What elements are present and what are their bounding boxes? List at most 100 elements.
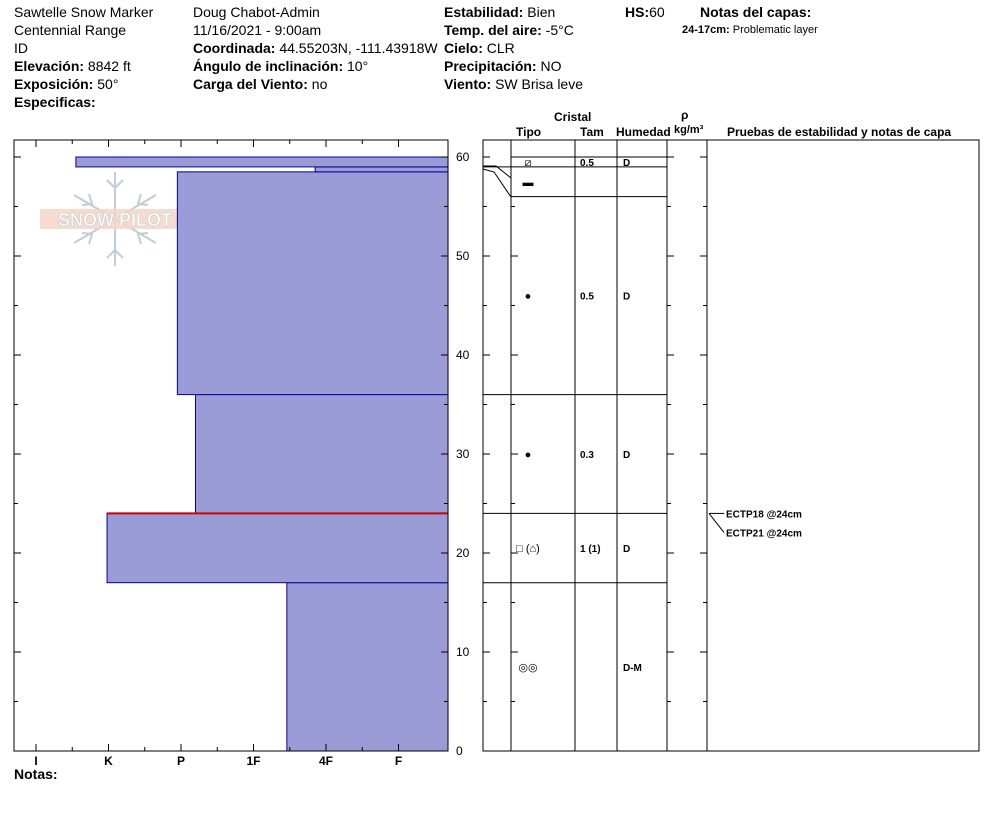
slope-label: Ángulo de inclinación: bbox=[193, 58, 344, 74]
elevation-row: Elevación: 8842 ft bbox=[14, 58, 131, 75]
stability-row: Estabilidad: Bien bbox=[444, 4, 555, 21]
wind-label: Viento: bbox=[444, 76, 492, 92]
layer-table: ⧄ 0.5 D ▬ ● 0.5 D ● 0.3 D □ (⌂) 1 (1) D ◎◎ D-M bbox=[482, 156, 667, 674]
sky-label: Cielo: bbox=[444, 40, 483, 56]
specifics-label: Especificas: bbox=[14, 94, 96, 110]
sky-value: CLR bbox=[486, 40, 515, 56]
layer-crystal-type: □ (⌂) bbox=[516, 543, 540, 555]
layer-connector bbox=[483, 165, 512, 179]
hardness-profile bbox=[75, 156, 449, 752]
air-temp-row: Temp. del aire: -5°C bbox=[444, 22, 574, 39]
layer-moisture: D bbox=[623, 450, 630, 461]
layer-crystal-size: 0.5 bbox=[580, 292, 594, 303]
hardness-tick-label: I bbox=[34, 754, 37, 768]
elevation-label: Elevación: bbox=[14, 58, 85, 74]
hardness-frame bbox=[13, 139, 449, 752]
layer-connector bbox=[482, 168, 512, 198]
notes-label: Notas: bbox=[14, 766, 58, 782]
hardness-tick-label: 4F bbox=[319, 754, 333, 768]
moisture-header: Humedad bbox=[616, 125, 671, 139]
hardness-layer-bar bbox=[106, 512, 449, 584]
coordinate-label: Coordinada: bbox=[193, 40, 276, 56]
depth-tick-label: 30 bbox=[456, 447, 470, 461]
logo-text: SNOW PILOT bbox=[58, 210, 172, 230]
size-header: Tam bbox=[580, 125, 604, 139]
stability-test-label: ECTP18 @24cm bbox=[726, 509, 802, 520]
precip-row: Precipitación: NO bbox=[444, 58, 561, 75]
right-axis-ticks bbox=[483, 156, 707, 752]
air-temp-label: Temp. del aire: bbox=[444, 22, 542, 38]
hs-label: HS: bbox=[625, 4, 650, 20]
depth-axis: 0 10 20 30 40 50 60 bbox=[456, 150, 470, 758]
hardness-layer-bar bbox=[286, 582, 449, 752]
layer-crystal-type: ▬ bbox=[523, 177, 534, 189]
precip-label: Precipitación: bbox=[444, 58, 537, 74]
slope-value: 10° bbox=[347, 58, 369, 74]
observer: Doug Chabot-Admin bbox=[193, 4, 320, 20]
layer-notes-label: Notas del capas: bbox=[700, 4, 812, 20]
precip-value: NO bbox=[540, 58, 562, 74]
range-name: Centennial Range bbox=[14, 22, 127, 38]
layer-moisture: D bbox=[623, 292, 630, 303]
depth-tick-label: 60 bbox=[456, 150, 470, 164]
layer-crystal-size: 0.3 bbox=[580, 450, 594, 461]
hardness-tick-label: P bbox=[177, 754, 185, 768]
air-temp-value: -5°C bbox=[545, 22, 574, 38]
wind-load-value: no bbox=[311, 76, 328, 92]
hardness-layer-bar bbox=[195, 394, 449, 514]
hardness-tick-label: F bbox=[395, 754, 402, 768]
aspect-row: Exposición: 50° bbox=[14, 76, 118, 93]
layer-note-range: 24-17cm: bbox=[682, 24, 730, 36]
site-name: Sawtelle Snow Marker bbox=[14, 4, 154, 20]
stability-tests: ECTP18 @24cm ECTP21 @24cm bbox=[708, 509, 802, 539]
hs-row: HS:60 bbox=[625, 4, 665, 21]
elevation-value: 8842 ft bbox=[87, 58, 131, 74]
slope-row: Ángulo de inclinación: 10° bbox=[193, 58, 368, 75]
tests-header: Pruebas de estabilidad y notas de capa bbox=[727, 125, 952, 139]
depth-tick-label: 20 bbox=[456, 546, 470, 560]
density-unit: kg/m³ bbox=[674, 124, 704, 136]
layer-note: 24-17cm: Problematic layer bbox=[682, 24, 818, 37]
layer-crystal-type: ● bbox=[525, 449, 532, 461]
hs-value: 60 bbox=[649, 4, 665, 20]
aspect-value: 50° bbox=[97, 76, 119, 92]
wind-row: Viento: SW Brisa leve bbox=[444, 76, 583, 93]
depth-tick-label: 40 bbox=[456, 348, 470, 362]
stability-test-label: ECTP21 @24cm bbox=[726, 528, 802, 539]
hardness-axis: I K P 1F 4F F bbox=[34, 140, 402, 768]
crystal-header: Cristal bbox=[554, 110, 592, 124]
hardness-layer-bar bbox=[314, 166, 449, 173]
depth-tick-label: 0 bbox=[456, 744, 463, 758]
state-name: ID bbox=[14, 40, 28, 56]
coordinate-value: 44.55203N, -111.43918W bbox=[279, 40, 438, 56]
type-header: Tipo bbox=[516, 125, 542, 139]
test-leader-line bbox=[708, 513, 725, 533]
depth-tick-label: 10 bbox=[456, 645, 470, 659]
layer-crystal-size: 0.5 bbox=[580, 158, 594, 169]
layer-moisture: D-M bbox=[623, 663, 642, 674]
stability-label: Estabilidad: bbox=[444, 4, 524, 20]
layer-crystal-type: ◎◎ bbox=[518, 662, 537, 674]
hardness-tick-label: K bbox=[104, 754, 113, 768]
layer-crystal-type: ● bbox=[525, 291, 532, 303]
wind-load-row: Carga del Viento: no bbox=[193, 76, 327, 93]
snowpilot-logo: SNOW PILOT bbox=[40, 172, 190, 266]
hardness-tick-label: 1F bbox=[246, 754, 260, 768]
wind-value: SW Brisa leve bbox=[495, 76, 584, 92]
hardness-layer-bar bbox=[176, 171, 449, 396]
left-axis-ticks bbox=[14, 156, 448, 752]
layer-table-frame bbox=[482, 139, 980, 752]
density-symbol: ρ bbox=[681, 108, 689, 122]
layer-crystal-size: 1 (1) bbox=[580, 544, 601, 555]
stability-value: Bien bbox=[527, 4, 556, 20]
aspect-label: Exposición: bbox=[14, 76, 94, 92]
depth-tick-label: 50 bbox=[456, 249, 470, 263]
layer-moisture: D bbox=[623, 544, 630, 555]
coordinate-row: Coordinada: 44.55203N, -111.43918W bbox=[193, 40, 438, 57]
layer-note-text: Problematic layer bbox=[732, 24, 818, 36]
datetime: 11/16/2021 - 9:00am bbox=[193, 22, 322, 38]
hardness-layer-bar bbox=[75, 156, 449, 168]
layer-crystal-type: ⧄ bbox=[525, 157, 532, 169]
sky-row: Cielo: CLR bbox=[444, 40, 515, 57]
